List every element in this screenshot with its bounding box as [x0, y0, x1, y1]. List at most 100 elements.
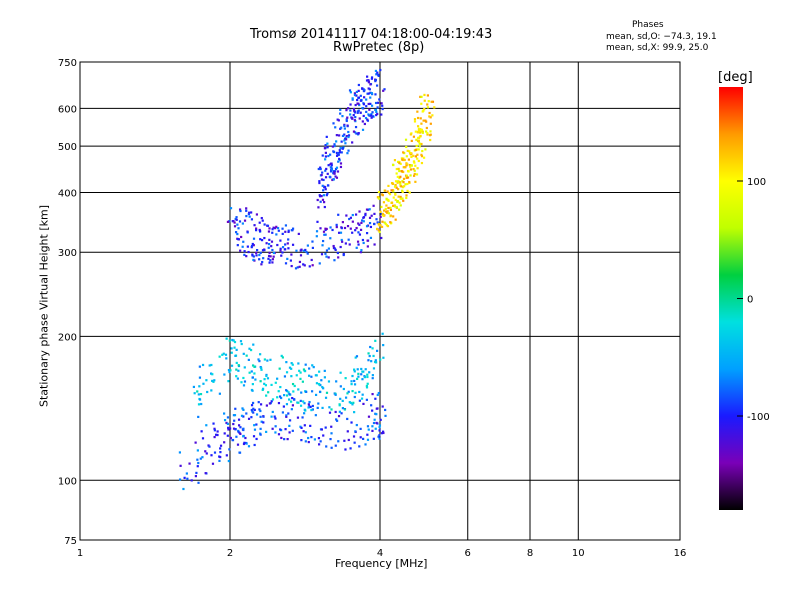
- data-point: [349, 91, 352, 94]
- data-point: [380, 205, 383, 209]
- data-point: [258, 258, 261, 261]
- data-point: [259, 251, 262, 254]
- data-point: [290, 367, 293, 370]
- data-point: [351, 213, 354, 217]
- data-point: [412, 154, 415, 157]
- data-point: [294, 267, 298, 270]
- data-point: [368, 216, 372, 219]
- y-tick-label: 75: [64, 536, 77, 547]
- data-point: [380, 225, 384, 228]
- data-point: [240, 381, 243, 384]
- data-point: [236, 244, 239, 247]
- data-point: [253, 365, 256, 368]
- data-point: [271, 261, 274, 264]
- data-point: [247, 358, 250, 362]
- data-point: [379, 210, 382, 213]
- data-point: [397, 188, 400, 191]
- data-point: [262, 421, 265, 424]
- data-point: [312, 366, 315, 369]
- data-point: [251, 254, 254, 257]
- data-point: [337, 231, 341, 234]
- data-point: [397, 195, 400, 198]
- data-point: [324, 426, 327, 429]
- data-point: [308, 265, 311, 268]
- data-point: [321, 154, 324, 157]
- data-point: [251, 376, 254, 379]
- data-point: [420, 153, 423, 156]
- data-point: [242, 240, 245, 243]
- data-point: [386, 210, 389, 213]
- data-point: [239, 209, 242, 213]
- data-point: [239, 432, 242, 435]
- data-point: [355, 355, 359, 358]
- data-point: [316, 198, 319, 202]
- data-point: [311, 240, 314, 243]
- data-point: [412, 168, 415, 171]
- data-point: [360, 221, 363, 224]
- data-point: [326, 172, 329, 175]
- data-point: [227, 428, 230, 431]
- data-point: [366, 245, 369, 248]
- data-point: [265, 242, 268, 245]
- data-point: [356, 240, 360, 243]
- data-point: [258, 408, 261, 411]
- data-point: [353, 370, 356, 373]
- data-point: [340, 126, 343, 129]
- data-point: [293, 384, 296, 388]
- data-point: [416, 130, 420, 133]
- data-point: [223, 419, 227, 422]
- data-point: [335, 134, 338, 137]
- data-point: [343, 133, 346, 136]
- data-point: [378, 437, 381, 440]
- data-point: [353, 379, 356, 383]
- data-point: [370, 404, 373, 407]
- data-point: [366, 118, 369, 121]
- data-point: [361, 238, 365, 242]
- data-point: [398, 176, 401, 180]
- data-point: [298, 369, 301, 372]
- data-point: [427, 100, 430, 103]
- data-point: [349, 227, 352, 230]
- data-point: [271, 248, 274, 252]
- data-point: [366, 92, 369, 95]
- data-point: [406, 163, 409, 166]
- data-point: [327, 184, 330, 187]
- data-point: [377, 221, 380, 224]
- data-point: [396, 180, 399, 183]
- data-point: [374, 108, 378, 112]
- data-point: [237, 238, 240, 241]
- data-point: [291, 396, 294, 400]
- data-point: [186, 477, 189, 480]
- data-point: [252, 244, 255, 247]
- data-point: [299, 254, 303, 257]
- data-point: [300, 426, 303, 429]
- data-point: [324, 155, 327, 158]
- data-point: [364, 116, 368, 120]
- data-point: [291, 404, 295, 407]
- data-point: [338, 151, 341, 154]
- data-point: [197, 481, 200, 484]
- data-point: [365, 386, 369, 389]
- data-point: [339, 127, 342, 130]
- data-point: [414, 180, 417, 183]
- data-point: [250, 404, 254, 407]
- data-point: [366, 373, 369, 376]
- data-point: [227, 426, 230, 429]
- data-point: [344, 377, 347, 380]
- data-point: [421, 110, 424, 113]
- data-point: [324, 144, 327, 147]
- data-point: [402, 199, 405, 202]
- data-point: [409, 165, 412, 168]
- data-point: [363, 96, 366, 99]
- data-point: [354, 125, 358, 129]
- data-point: [370, 360, 373, 363]
- data-point: [378, 426, 381, 429]
- data-point: [319, 227, 322, 230]
- data-point: [237, 418, 241, 421]
- data-point: [331, 178, 334, 182]
- data-point: [364, 368, 367, 371]
- data-point: [199, 392, 203, 396]
- data-point: [333, 247, 336, 250]
- data-point: [332, 244, 335, 248]
- data-point: [362, 88, 365, 91]
